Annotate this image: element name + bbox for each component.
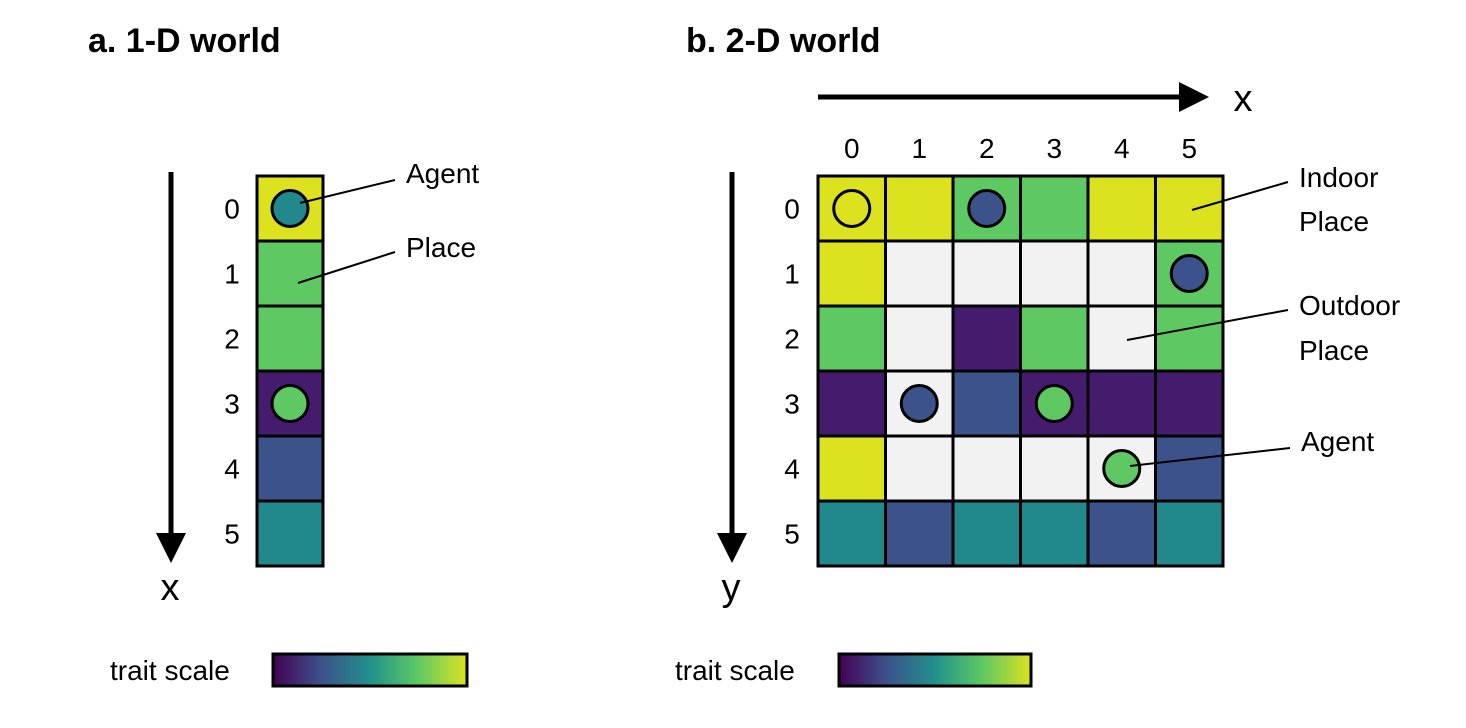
panel-b-column-index-label: 4 (1114, 133, 1130, 164)
panel-a-agent-circle (272, 386, 308, 422)
panel-b-agent-circle (1036, 386, 1072, 422)
panel-b-indoor-cell (818, 306, 886, 371)
panel-a-place-cell (257, 306, 323, 371)
panel-b-indoor-cell (1156, 176, 1224, 241)
panel-b-outdoor-cell (886, 306, 954, 371)
panel-a-title: a. 1-D world (88, 22, 281, 60)
panel-b-indoor-cell (1021, 501, 1089, 566)
panel-b-outdoor-cell (953, 241, 1021, 306)
panel-b-row-index-label: 5 (784, 519, 800, 550)
panel-b-outdoor-callout-line1: Outdoor (1299, 290, 1400, 321)
panel-b-row-index-label: 3 (784, 389, 800, 420)
panel-b-indoor-cell (886, 501, 954, 566)
panel-b-x-axis-label: x (1234, 78, 1253, 120)
panel-b-grid (818, 176, 1223, 566)
panel-a-index-label: 5 (224, 519, 240, 550)
panel-b-indoor-cell (818, 371, 886, 436)
panel-b-column-index-label: 1 (911, 133, 927, 164)
panel-b-column-index-label: 3 (1046, 133, 1062, 164)
panel-b-indoor-cell (953, 306, 1021, 371)
panel-b-row-index-label: 2 (784, 324, 800, 355)
panel-b-row-index-label: 4 (784, 454, 800, 485)
panel-b-outdoor-cell (1088, 241, 1156, 306)
panel-a-agent-callout: Agent (406, 158, 479, 189)
panel-b-outdoor-callout-line2: Place (1299, 335, 1369, 366)
panel-b-row-indices: 0 1 2 3 4 5 (784, 194, 800, 550)
panel-b-indoor-cell (1021, 306, 1089, 371)
panel-b-trait-scale-bar (839, 654, 1031, 686)
panel-b-indoor-cell (1088, 371, 1156, 436)
panel-b-agent-circle (901, 386, 937, 422)
panel-b-indoor-callout-line2: Place (1299, 206, 1369, 237)
panel-a-indices: 0 1 2 3 4 5 (224, 194, 240, 550)
panel-b-column-index-label: 0 (844, 133, 860, 164)
panel-b-outdoor-cell (953, 436, 1021, 501)
panel-b-row-index-label: 0 (784, 194, 800, 225)
panel-a-place-cell (257, 241, 323, 306)
panel-b-title: b. 2-D world (686, 22, 881, 60)
panel-b-column-index-label: 5 (1181, 133, 1197, 164)
panel-b-outdoor-cell (1021, 241, 1089, 306)
panel-b-indoor-cell (1088, 176, 1156, 241)
panel-b-indoor-cell (1156, 306, 1224, 371)
panel-b-indoor-cell (1156, 371, 1224, 436)
panel-b-indoor-cell (818, 241, 886, 306)
panel-b-indoor-cell (953, 371, 1021, 436)
panel-a-index-label: 1 (224, 259, 240, 290)
panel-a-place-cell (257, 501, 323, 566)
panel-b-column-index-label: 2 (979, 133, 995, 164)
panel-a-cells (257, 176, 323, 566)
panel-b-agent-circle (1171, 256, 1207, 292)
panel-b-indoor-cell (1021, 176, 1089, 241)
panel-b-y-axis-label: y (722, 567, 741, 609)
panel-a-index-label: 4 (224, 454, 240, 485)
panel-a-place-callout: Place (406, 232, 476, 263)
panel-b-outdoor-cell (886, 436, 954, 501)
panel-a-index-label: 3 (224, 389, 240, 420)
panel-a-index-label: 2 (224, 324, 240, 355)
panel-b-outdoor-cell (1021, 436, 1089, 501)
panel-b-trait-scale-label: trait scale (675, 655, 795, 686)
panel-a-place-cell (257, 436, 323, 501)
panel-b-indoor-cell (1156, 501, 1224, 566)
panel-b-indoor-cell (818, 436, 886, 501)
panel-a-trait-scale-label: trait scale (110, 655, 230, 686)
panel-a-x-axis-label: x (161, 567, 180, 609)
panel-b-indoor-callout-line1: Indoor (1299, 162, 1378, 193)
panel-b-indoor-cell (886, 176, 954, 241)
panel-b-indoor-cell (1088, 501, 1156, 566)
panel-b-outdoor-cell (1088, 306, 1156, 371)
panel-a: a. 1-D world x 0 1 2 3 4 5 Agent Place trait … (88, 22, 479, 686)
panel-b-agent-callout: Agent (1301, 426, 1374, 457)
panel-b-column-indices: 0 1 2 3 4 5 (844, 133, 1197, 164)
panel-b-row-index-label: 1 (784, 259, 800, 290)
panel-b-indoor-cell (1156, 436, 1224, 501)
panel-b-indoor-cell (953, 501, 1021, 566)
panel-b-indoor-cell (818, 501, 886, 566)
panel-a-agent-circle (272, 191, 308, 227)
panel-a-trait-scale-bar (273, 654, 467, 686)
panel-b-outdoor-cell (886, 241, 954, 306)
panel-b-agent-circle (834, 191, 870, 227)
panel-b-agent-circle (969, 191, 1005, 227)
panel-b: b. 2-D world x y 0 1 2 3 4 5 0 1 2 3 4 5 Indoor Pl… (675, 22, 1400, 686)
panel-a-index-label: 0 (224, 194, 240, 225)
panel-b-agent-circle (1104, 451, 1140, 487)
